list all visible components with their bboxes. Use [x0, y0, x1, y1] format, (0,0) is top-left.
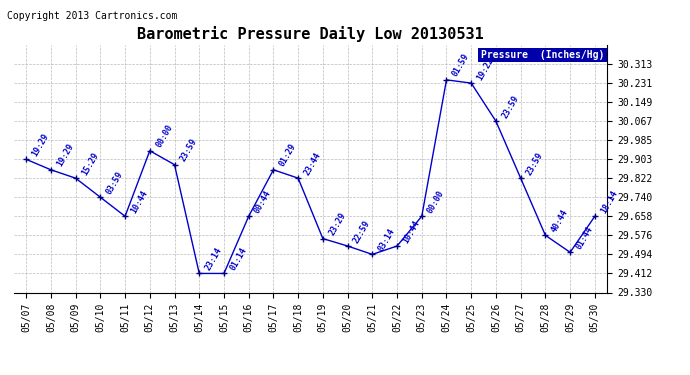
Text: 23:14: 23:14	[204, 246, 224, 272]
Text: Copyright 2013 Cartronics.com: Copyright 2013 Cartronics.com	[7, 11, 177, 21]
Text: 10:44: 10:44	[401, 219, 422, 245]
Text: 00:00: 00:00	[426, 189, 446, 215]
Text: 01:59: 01:59	[451, 53, 471, 78]
Text: 23:59: 23:59	[525, 151, 545, 177]
Text: Pressure  (Inches/Hg): Pressure (Inches/Hg)	[481, 50, 604, 60]
Text: 18:14: 18:14	[599, 189, 620, 215]
Text: 01:44: 01:44	[574, 225, 595, 251]
Text: 23:59: 23:59	[179, 137, 199, 163]
Text: 40:44: 40:44	[549, 208, 570, 234]
Title: Barometric Pressure Daily Low 20130531: Barometric Pressure Daily Low 20130531	[137, 27, 484, 42]
Text: 22:59: 22:59	[352, 219, 372, 245]
Text: 15:29: 15:29	[80, 151, 100, 177]
Text: 01:29: 01:29	[277, 142, 298, 168]
Text: 19:29: 19:29	[55, 142, 75, 168]
Text: 00:00: 00:00	[154, 123, 175, 149]
Text: 00:44: 00:44	[253, 189, 273, 215]
Text: 23:29: 23:29	[327, 211, 347, 237]
Text: 19:22: 19:22	[475, 56, 495, 82]
Text: 19:29: 19:29	[30, 132, 50, 158]
Text: 03:59: 03:59	[104, 170, 125, 196]
Text: 23:44: 23:44	[302, 151, 323, 177]
Text: 10:44: 10:44	[129, 189, 150, 215]
Text: 23:59: 23:59	[500, 94, 520, 120]
Text: 01:14: 01:14	[228, 246, 248, 272]
Text: 03:14: 03:14	[377, 227, 397, 253]
